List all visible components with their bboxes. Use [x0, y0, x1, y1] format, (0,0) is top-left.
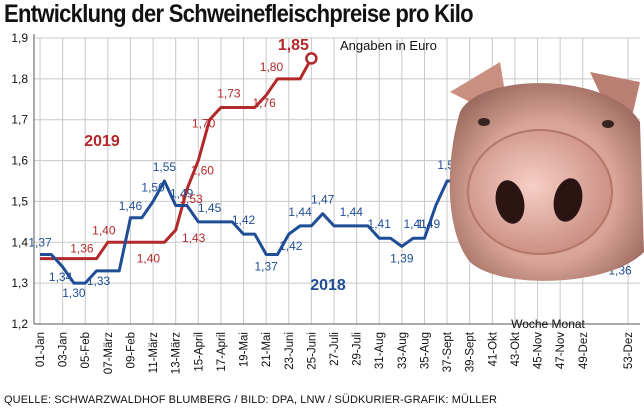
data-label-2018: 1,49: [170, 187, 194, 201]
x-tick-label: 19-Mai: [239, 332, 251, 367]
y-tick-label: 1,6: [11, 154, 28, 168]
y-tick-label: 1,7: [11, 113, 28, 127]
x-tick-label: 07-März: [103, 332, 115, 374]
y-tick-label: 1,3: [11, 276, 28, 290]
data-label-2018: 1,42: [232, 213, 256, 227]
data-label-2018: 1,41: [403, 217, 427, 231]
pig-eye-right: [602, 120, 614, 128]
units-note: Angaben in Euro: [340, 38, 437, 53]
x-tick-label: 35-Aug: [419, 332, 431, 369]
x-tick-label: 15-April: [193, 332, 205, 372]
x-tick-label: 03-Jan: [58, 332, 70, 367]
x-tick-label: 45-Nov: [533, 332, 545, 369]
series-label-2018: 2018: [310, 277, 346, 294]
x-tick-label: 13-März: [171, 332, 183, 374]
data-label-2018: 1,39: [390, 251, 414, 265]
data-label-2019: 1,36: [70, 242, 94, 256]
data-label-2018: 1,44: [288, 205, 312, 219]
x-tick-label: 39-Sept: [465, 331, 477, 372]
pig-eye-left: [478, 118, 490, 126]
data-label-2018: 1,55: [153, 160, 177, 174]
data-label-2019: 1,40: [137, 251, 161, 265]
data-label-2018: 1,46: [119, 199, 143, 213]
data-label-2018: 1,50: [141, 180, 165, 194]
data-label-2019: 1,70: [192, 117, 216, 131]
pig-head-photo: [449, 62, 644, 281]
y-tick-label: 1,2: [11, 317, 28, 331]
source-credit: QUELLE: SCHWARZWALDHOF BLUMBERG / BILD: …: [4, 394, 497, 406]
y-tick-label: 1,5: [11, 194, 28, 208]
data-label-2019: 1,43: [182, 231, 206, 245]
data-label-2019: 1,40: [92, 223, 116, 237]
data-label-2018: 1,49: [417, 217, 441, 231]
x-tick-label: 21-Mai: [261, 332, 273, 367]
x-tick-label: 31-Aug: [374, 332, 386, 369]
x-tick-label: 53-Dez: [623, 332, 635, 369]
data-label-2018: 1,42: [279, 239, 303, 253]
highlight-value-label: 1,85: [278, 37, 309, 54]
x-tick-label: 25-Juni: [306, 332, 318, 370]
data-label-2018: 1,45: [198, 201, 222, 215]
x-tick-label: 47-Nov: [555, 332, 567, 369]
pig-nostril-right: [553, 178, 583, 222]
data-label-2019: 1,80: [260, 60, 284, 74]
x-tick-label: 05-Feb: [80, 332, 92, 368]
data-label-2018: 1,47: [311, 193, 335, 207]
data-label-2018: 1,37: [254, 260, 278, 274]
x-tick-label: 41-Okt: [487, 331, 499, 366]
x-tick-label: 49-Dez: [578, 332, 590, 369]
x-tick-label: 09-Feb: [125, 332, 137, 368]
y-tick-label: 1,9: [11, 31, 28, 45]
axis-note: Woche Monat: [511, 317, 585, 331]
x-tick-label: 01-Jan: [35, 332, 47, 367]
chart-title: Entwicklung der Schweinefleischpreise pr…: [4, 0, 474, 28]
data-label-2019: 1,60: [191, 164, 215, 178]
data-label-2018: 1,34: [49, 270, 73, 284]
data-label-2018: 1,37: [28, 236, 52, 250]
x-tick-label: 11-März: [148, 332, 160, 374]
data-label-2019: 1,53: [179, 192, 203, 206]
series-2019-line: [40, 57, 313, 261]
data-label-2018: 1,44: [340, 205, 364, 219]
data-label-2019: 1,73: [217, 86, 241, 100]
x-tick-label: 43-Okt: [510, 331, 522, 366]
x-tick-label: 23-Juni: [284, 332, 296, 370]
pig-nostril-left: [495, 180, 525, 224]
y-tick-label: 1,4: [11, 235, 28, 249]
data-label-2018: 1,41: [368, 217, 392, 231]
series-label-2019: 2019: [84, 133, 120, 150]
x-tick-label: 37-Sept: [442, 331, 454, 372]
x-tick-label: 29-Juli: [352, 332, 364, 366]
data-label-2018: 1,33: [87, 274, 111, 288]
pig-snout: [467, 129, 613, 255]
x-tick-label: 17-April: [216, 332, 228, 372]
data-label-2019: 1,76: [252, 96, 276, 110]
x-tick-label: 33-Aug: [397, 332, 409, 369]
x-tick-label: 27-Juli: [329, 332, 341, 366]
data-label-2018: 1,30: [62, 286, 86, 300]
series-2019-end-marker: [305, 52, 318, 65]
y-tick-label: 1,8: [11, 72, 28, 86]
